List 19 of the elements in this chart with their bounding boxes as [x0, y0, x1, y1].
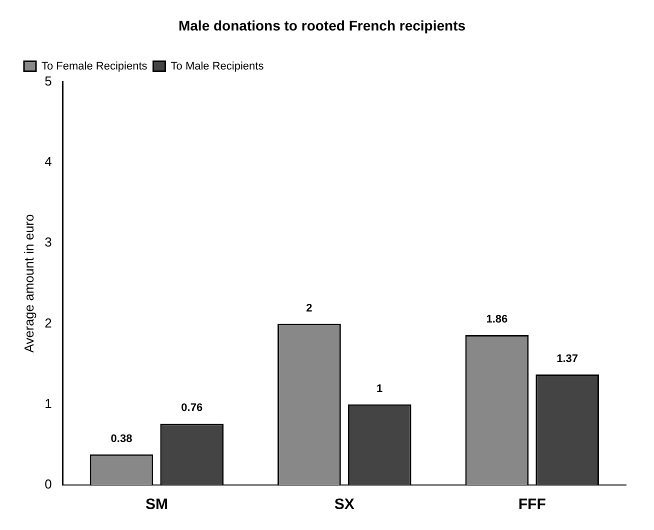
- data-label: 1.86: [486, 314, 508, 326]
- x-tick-label: SM: [145, 496, 168, 514]
- y-tick-label: 0: [44, 476, 52, 492]
- y-tick-label: 5: [44, 73, 52, 88]
- x-tick-label: SX: [334, 496, 354, 514]
- data-label: 2: [306, 302, 312, 314]
- y-tick-label: 3: [44, 234, 52, 250]
- data-label: 0.76: [181, 402, 203, 414]
- y-tick-label: 4: [44, 154, 52, 170]
- y-tick-label: 2: [44, 315, 52, 330]
- data-label: 0.38: [110, 432, 132, 445]
- legend-label: To Female Recipients: [42, 60, 148, 72]
- y-tick-label: 1: [44, 396, 52, 411]
- data-label: 1.37: [556, 353, 578, 366]
- y-axis-title: Average amount in euro: [21, 214, 36, 353]
- data-label: 1: [376, 382, 383, 395]
- x-tick-label: FFF: [518, 496, 546, 514]
- chart-title: Male donations to rooted French recipients: [178, 17, 466, 34]
- legend-label: To Male Recipients: [170, 60, 264, 72]
